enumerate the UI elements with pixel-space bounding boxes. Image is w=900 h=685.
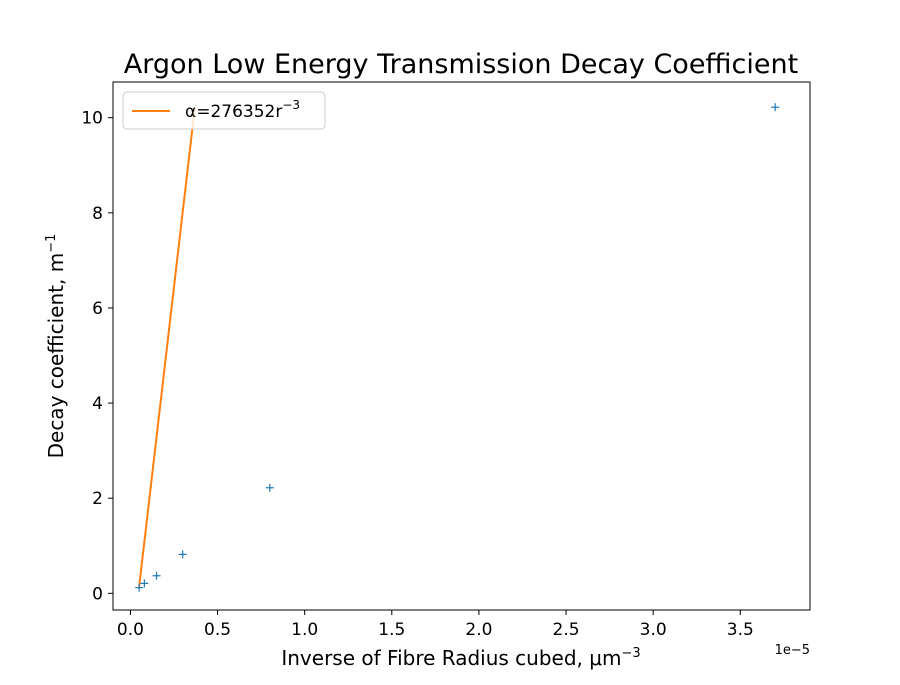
data-point-marker — [178, 550, 187, 559]
y-axis-label-text: Decay coefficient, m — [44, 253, 68, 459]
legend-entry: α=276352r−3 — [185, 98, 300, 122]
x-tick-label: 0.0 — [117, 620, 144, 640]
x-tick-label: 1.5 — [378, 620, 405, 640]
y-tick-label: 0 — [92, 584, 103, 604]
x-axis-ticks: 0.0 0.5 1.0 1.5 2.0 2.5 3.0 3.5 — [117, 610, 754, 640]
x-tick-label: 2.5 — [553, 620, 580, 640]
legend-entry-superscript: −3 — [282, 98, 300, 112]
series-group — [135, 103, 780, 592]
x-tick-label: 3.0 — [640, 620, 667, 640]
x-tick-label: 1.0 — [291, 620, 318, 640]
x-axis-label-superscript: −3 — [621, 646, 640, 661]
y-tick-label: 6 — [92, 299, 103, 319]
data-point-marker — [771, 103, 780, 112]
data-point-marker — [140, 579, 149, 588]
data-point-marker — [152, 571, 161, 580]
x-axis-label-text: Inverse of Fibre Radius cubed, μm — [281, 646, 621, 670]
y-tick-label: 4 — [92, 394, 103, 414]
y-axis-ticks: 0 2 4 6 8 10 — [81, 109, 113, 604]
legend-entry-label: α=276352r — [185, 102, 282, 122]
y-tick-label: 2 — [92, 489, 103, 509]
data-point-marker — [265, 483, 274, 492]
fit-line — [138, 106, 196, 587]
chart-title: Argon Low Energy Transmission Decay Coef… — [124, 49, 798, 80]
x-axis-label: Inverse of Fibre Radius cubed, μm−3 — [281, 646, 640, 670]
x-tick-label: 2.0 — [465, 620, 492, 640]
y-axis-label-superscript: −1 — [44, 234, 59, 253]
legend: α=276352r−3 — [122, 91, 326, 130]
y-tick-label: 8 — [92, 204, 103, 224]
x-axis-offset-label: 1e−5 — [775, 643, 810, 658]
x-tick-label: 3.5 — [727, 620, 754, 640]
legend-box — [122, 91, 326, 130]
y-axis-label: Decay coefficient, m−1 — [44, 234, 68, 459]
data-point-marker — [135, 583, 144, 592]
plot-area — [112, 81, 811, 611]
x-tick-label: 0.5 — [204, 620, 231, 640]
y-tick-label: 10 — [81, 109, 103, 129]
